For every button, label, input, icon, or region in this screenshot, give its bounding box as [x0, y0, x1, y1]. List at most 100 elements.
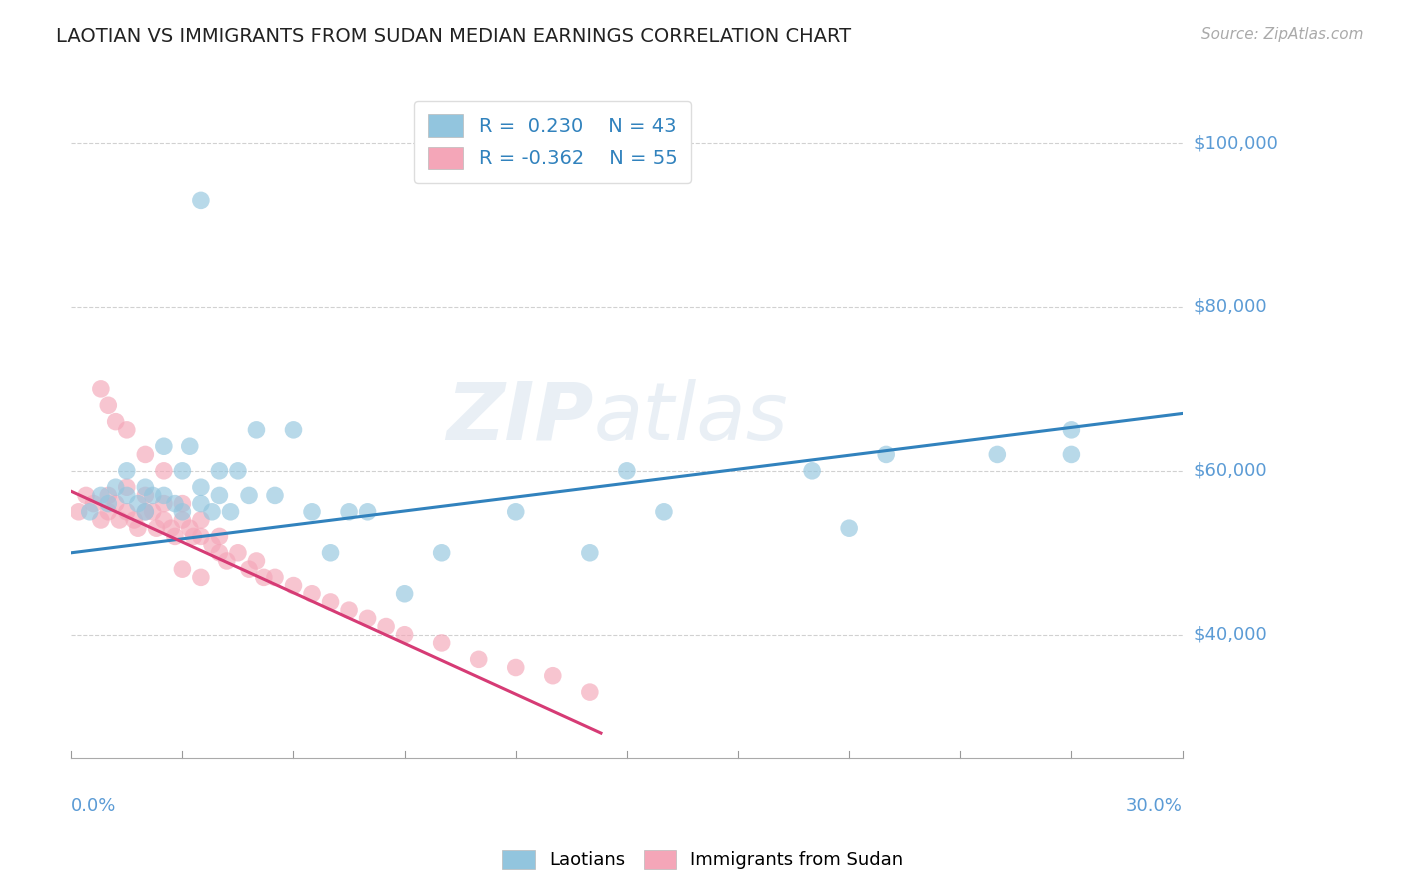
Point: [127, 497, 149, 511]
Point: [97, 497, 120, 511]
Point: [90, 513, 112, 527]
Point: [172, 562, 194, 576]
Point: [319, 595, 342, 609]
Point: [201, 538, 224, 552]
Point: [190, 529, 212, 543]
Point: [1060, 423, 1083, 437]
Point: [541, 669, 564, 683]
Point: [505, 660, 527, 674]
Point: [153, 439, 176, 453]
Point: [179, 439, 201, 453]
Point: [356, 505, 378, 519]
Point: [430, 636, 453, 650]
Point: [337, 505, 360, 519]
Point: [238, 488, 260, 502]
Point: [115, 505, 138, 519]
Point: [153, 513, 176, 527]
Point: [238, 562, 260, 576]
Point: [505, 505, 527, 519]
Text: $60,000: $60,000: [1194, 462, 1267, 480]
Point: [356, 611, 378, 625]
Point: [163, 529, 186, 543]
Point: [319, 546, 342, 560]
Point: [245, 554, 267, 568]
Text: $100,000: $100,000: [1194, 134, 1278, 152]
Text: atlas: atlas: [593, 378, 789, 457]
Point: [104, 415, 127, 429]
Point: [467, 652, 489, 666]
Point: [579, 546, 602, 560]
Point: [90, 488, 112, 502]
Point: [579, 685, 602, 699]
Text: 30.0%: 30.0%: [1126, 797, 1182, 814]
Point: [190, 194, 212, 208]
Point: [183, 529, 205, 543]
Point: [90, 382, 112, 396]
Point: [127, 521, 149, 535]
Text: 0.0%: 0.0%: [72, 797, 117, 814]
Point: [245, 423, 267, 437]
Text: $40,000: $40,000: [1194, 625, 1267, 644]
Point: [79, 505, 101, 519]
Point: [97, 398, 120, 412]
Point: [67, 505, 90, 519]
Point: [190, 513, 212, 527]
Point: [838, 521, 860, 535]
Point: [134, 505, 156, 519]
Point: [172, 505, 194, 519]
Point: [153, 464, 176, 478]
Point: [201, 505, 224, 519]
Point: [134, 505, 156, 519]
Point: [97, 488, 120, 502]
Point: [394, 587, 416, 601]
Point: [122, 513, 145, 527]
Point: [115, 480, 138, 494]
Point: [134, 480, 156, 494]
Point: [208, 529, 231, 543]
Point: [337, 603, 360, 617]
Point: [163, 497, 186, 511]
Point: [142, 488, 165, 502]
Point: [616, 464, 638, 478]
Point: [215, 554, 238, 568]
Point: [264, 570, 287, 584]
Point: [82, 497, 104, 511]
Point: [219, 505, 242, 519]
Point: [104, 497, 127, 511]
Point: [190, 497, 212, 511]
Legend: R =  0.230    N = 43, R = -0.362    N = 55: R = 0.230 N = 43, R = -0.362 N = 55: [415, 101, 690, 183]
Point: [1060, 447, 1083, 461]
Point: [172, 464, 194, 478]
Point: [75, 488, 97, 502]
Point: [430, 546, 453, 560]
Text: LAOTIAN VS IMMIGRANTS FROM SUDAN MEDIAN EARNINGS CORRELATION CHART: LAOTIAN VS IMMIGRANTS FROM SUDAN MEDIAN …: [56, 27, 852, 45]
Point: [108, 513, 131, 527]
Legend: Laotians, Immigrants from Sudan: Laotians, Immigrants from Sudan: [494, 841, 912, 879]
Point: [375, 619, 398, 633]
Point: [253, 570, 276, 584]
Point: [153, 488, 176, 502]
Point: [986, 447, 1008, 461]
Text: ZIP: ZIP: [446, 378, 593, 457]
Point: [142, 505, 165, 519]
Text: $80,000: $80,000: [1194, 298, 1267, 316]
Point: [283, 578, 305, 592]
Point: [145, 521, 167, 535]
Point: [283, 423, 305, 437]
Point: [394, 628, 416, 642]
Point: [115, 464, 138, 478]
Point: [652, 505, 675, 519]
Point: [134, 447, 156, 461]
Point: [115, 488, 138, 502]
Point: [801, 464, 824, 478]
Point: [115, 423, 138, 437]
Point: [226, 546, 249, 560]
Point: [301, 587, 323, 601]
Point: [172, 497, 194, 511]
Point: [179, 521, 201, 535]
Point: [172, 513, 194, 527]
Point: [208, 546, 231, 560]
Point: [190, 480, 212, 494]
Text: Source: ZipAtlas.com: Source: ZipAtlas.com: [1201, 27, 1364, 42]
Point: [264, 488, 287, 502]
